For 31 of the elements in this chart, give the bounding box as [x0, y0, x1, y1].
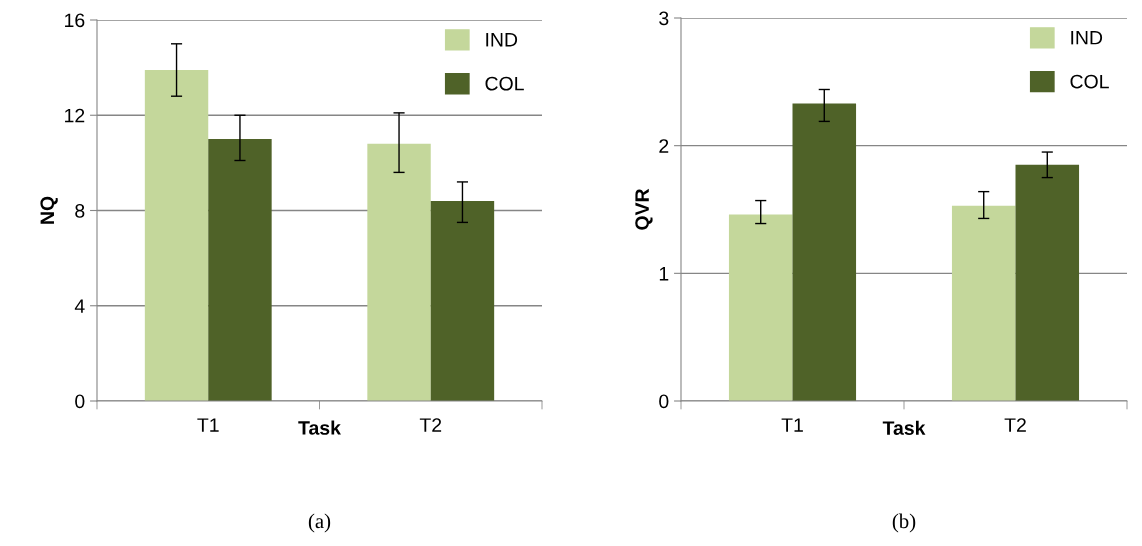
bar — [144, 70, 209, 401]
x-tick-label: T2 — [419, 418, 442, 432]
y-tick-label: 3 — [659, 11, 669, 26]
x-tick-label: T1 — [197, 418, 219, 432]
y-tick-label: 12 — [65, 108, 85, 123]
legend-label: COL — [1070, 74, 1109, 89]
text: (a) — [308, 513, 331, 533]
legend-label: IND — [486, 33, 518, 47]
legend-label: COL — [485, 76, 524, 91]
legend-label: IND — [1071, 30, 1103, 45]
bar — [951, 205, 1016, 401]
bar — [367, 143, 431, 401]
y-tick-label: 2 — [659, 139, 669, 153]
y-tick-label: 0 — [75, 394, 85, 409]
y-tick-label: 4 — [74, 299, 85, 313]
y-axis-title: QVR — [635, 188, 653, 230]
x-tick-label: T2 — [1004, 418, 1026, 432]
y-tick-label: 16 — [65, 13, 85, 28]
x-tick-label: T1 — [781, 418, 803, 432]
x-axis-title: Task — [298, 420, 341, 435]
bar — [792, 103, 857, 401]
bar — [728, 214, 793, 401]
y-axis-title: NQ — [40, 196, 58, 224]
bar — [208, 139, 272, 401]
bar — [1015, 164, 1080, 401]
text: (b) — [892, 513, 916, 533]
y-tick-label: 8 — [75, 203, 85, 218]
y-tick-label: 0 — [659, 394, 669, 409]
x-axis-title: Task — [882, 420, 926, 435]
bar — [430, 200, 495, 401]
y-tick-label: 1 — [659, 267, 669, 281]
